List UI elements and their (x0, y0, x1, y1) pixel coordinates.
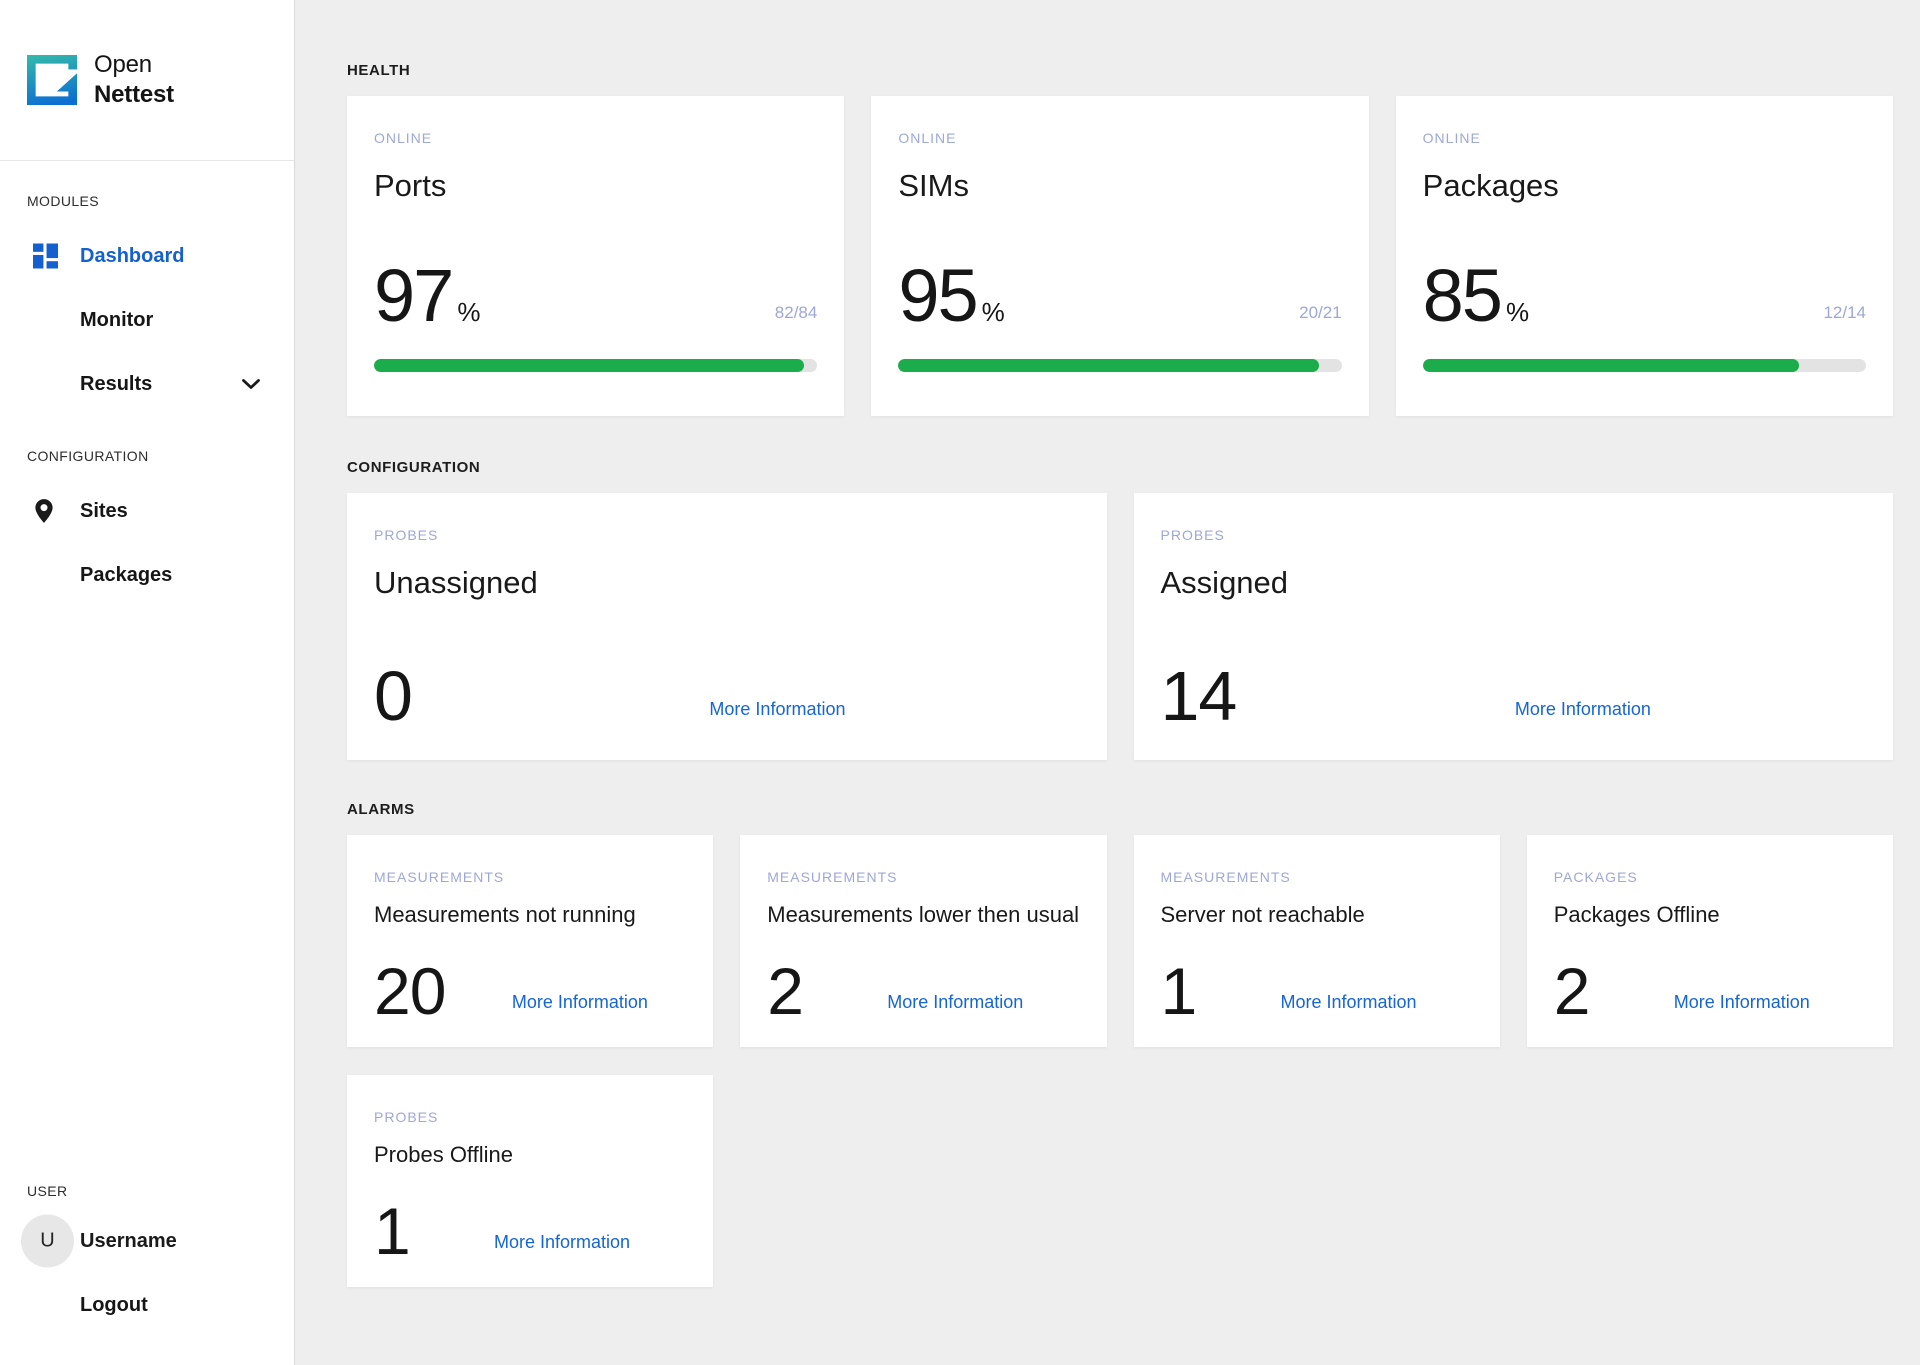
avatar[interactable]: U (21, 1214, 74, 1268)
alarm-card-measurements-not-running: MEASUREMENTS Measurements not running 20… (347, 835, 714, 1047)
progress-bar (898, 359, 1342, 372)
progress-bar (1422, 359, 1866, 372)
more-information-link[interactable]: More Information (1280, 992, 1417, 1012)
count-value: 2 (767, 953, 804, 1028)
avatar-initial: U (40, 1229, 55, 1252)
card-tag: ONLINE (374, 130, 433, 146)
sidebar-group-configuration: CONFIGURATION Sites Packages (0, 448, 294, 607)
more-information-link[interactable]: More Information (709, 699, 846, 719)
card-title: Measurements not running (374, 902, 636, 927)
user-profile[interactable]: U Username (0, 1209, 294, 1273)
sidebar-section-label-user: USER (27, 1183, 68, 1199)
card-tag: PROBES (1160, 527, 1225, 543)
config-card-assigned: PROBES Assigned 14 More Information (1133, 493, 1893, 760)
ratio-label: 82/84 (774, 303, 818, 322)
more-information-link[interactable]: More Information (1673, 992, 1810, 1012)
alarm-card-server-not-reachable: MEASUREMENTS Server not reachable 1 More… (1133, 835, 1500, 1047)
card-title: Probes Offline (374, 1142, 514, 1167)
username-label: Username (80, 1229, 177, 1252)
count-value: 1 (1160, 953, 1198, 1028)
progress-fill (898, 359, 1320, 372)
health-card-ports: ONLINE Ports 97 % 82/84 (347, 96, 845, 416)
sidebar-item-dashboard[interactable]: Dashboard (0, 224, 294, 288)
config-card-unassigned: PROBES Unassigned 0 More Information (347, 493, 1107, 760)
progress-fill (1422, 359, 1800, 372)
configuration-cards-row: PROBES Unassigned 0 More Information PRO… (347, 493, 1893, 760)
progress-fill (374, 359, 805, 372)
count-value: 0 (374, 657, 413, 736)
brand-text: Open Nettest (94, 50, 174, 110)
card-tag: ONLINE (1422, 130, 1481, 146)
count-value: 2 (1553, 953, 1591, 1028)
card-title: Packages Offline (1553, 902, 1720, 927)
sidebar-item-label: Results (80, 372, 153, 395)
percent-sign: % (981, 297, 1005, 327)
percent-sign: % (1505, 297, 1530, 327)
progress-bar (374, 359, 818, 372)
alarm-cards-row-1: MEASUREMENTS Measurements not running 20… (347, 835, 1893, 1047)
more-information-link[interactable]: More Information (494, 1232, 631, 1252)
brand-line2: Nettest (94, 81, 174, 108)
chevron-down-icon (242, 378, 260, 390)
dashboard-icon (33, 243, 58, 269)
brand-line1: Open (94, 51, 152, 78)
logout-label: Logout (80, 1293, 148, 1316)
percent-value: 95 (898, 254, 978, 338)
percent-sign: % (457, 297, 481, 327)
more-information-link[interactable]: More Information (1514, 699, 1651, 719)
card-tag: PROBES (374, 1109, 439, 1125)
count-value: 1 (374, 1193, 411, 1268)
count-value: 14 (1160, 657, 1238, 736)
health-card-sims: ONLINE SIMs 95 % 20/21 (871, 96, 1369, 416)
sidebar-item-packages[interactable]: Packages (0, 543, 294, 607)
card-tag: PROBES (374, 527, 439, 543)
map-pin-icon (33, 497, 55, 525)
card-tag: MEASUREMENTS (1160, 869, 1291, 885)
card-tag: MEASUREMENTS (767, 869, 898, 885)
card-title: Unassigned (374, 565, 538, 600)
sidebar-group-user: USER U Username Logout (0, 1183, 294, 1337)
main-content: HEALTH ONLINE Ports 97 % 82/84 ONLINE SI… (295, 0, 1920, 1287)
section-header-health: HEALTH (347, 62, 411, 79)
sidebar-item-label: Monitor (80, 308, 154, 331)
sidebar-item-label: Packages (80, 563, 173, 586)
card-title: Assigned (1160, 565, 1289, 600)
alarm-card-measurements-lower: MEASUREMENTS Measurements lower then usu… (740, 835, 1107, 1047)
card-title: Measurements lower then usual (767, 902, 1080, 927)
alarm-card-probes-offline: PROBES Probes Offline 1 More Information (347, 1075, 714, 1287)
card-title: Packages (1422, 168, 1559, 203)
sidebar-item-results[interactable]: Results (0, 352, 294, 416)
sidebar-group-modules: MODULES Dashboard Monitor (0, 193, 294, 416)
card-tag: PACKAGES (1553, 869, 1638, 885)
logout-button[interactable]: Logout (0, 1273, 294, 1337)
health-cards-row: ONLINE Ports 97 % 82/84 ONLINE SIMs 95 (347, 96, 1893, 416)
count-value: 20 (374, 953, 446, 1028)
percent-value: 85 (1422, 254, 1503, 338)
card-tag: MEASUREMENTS (374, 869, 505, 885)
sidebar: Open Nettest MODULES Dashboard (0, 0, 295, 1365)
sidebar-item-label: Dashboard (80, 244, 185, 267)
card-title: SIMs (898, 168, 969, 203)
more-information-link[interactable]: More Information (887, 992, 1024, 1012)
sidebar-item-sites[interactable]: Sites (0, 479, 294, 543)
sidebar-section-label-configuration: CONFIGURATION (27, 448, 149, 464)
more-information-link[interactable]: More Information (511, 992, 648, 1012)
card-title: Server not reachable (1160, 902, 1365, 927)
brand: Open Nettest (0, 0, 294, 161)
ratio-label: 20/21 (1299, 303, 1342, 322)
percent-value: 97 (374, 254, 454, 338)
section-header-configuration: CONFIGURATION (347, 459, 481, 476)
sidebar-section-label-modules: MODULES (27, 193, 100, 209)
section-header-alarms: ALARMS (347, 801, 415, 818)
ratio-label: 12/14 (1823, 303, 1866, 322)
sidebar-item-label: Sites (80, 499, 128, 522)
card-title: Ports (374, 168, 447, 203)
card-tag: ONLINE (898, 130, 957, 146)
sidebar-item-monitor[interactable]: Monitor (0, 288, 294, 352)
alarm-cards-row-2: PROBES Probes Offline 1 More Information (347, 1075, 1893, 1287)
alarm-card-packages-offline: PACKAGES Packages Offline 2 More Informa… (1526, 835, 1893, 1047)
open-nettest-logo-icon (27, 55, 77, 105)
health-card-packages: ONLINE Packages 85 % 12/14 (1395, 96, 1893, 416)
